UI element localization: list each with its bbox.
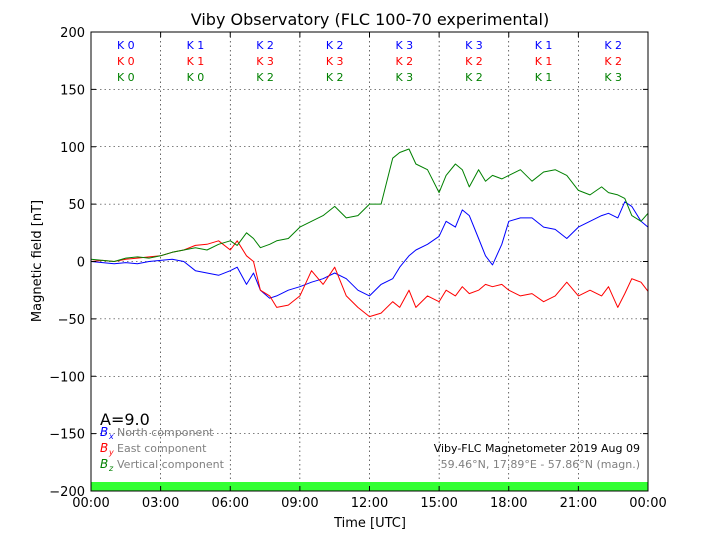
y-tick-label: 0 [77,256,85,271]
k-index-label: K 2 [256,39,274,52]
k-index-label: K 3 [326,55,344,68]
k-index-label: K 2 [256,71,274,84]
k-index-label: K 2 [465,71,483,84]
x-axis-label: Time [UTC] [333,516,406,531]
x-axis-ticks: 00:00 03:00 06:00 09:00 12:00 15:00 18:00 21:00… [72,32,667,511]
y-axis-label: Magnetic field [nT] [30,200,45,322]
y-tick-label: 200 [60,26,85,41]
k-index-label: K 2 [604,39,622,52]
series-line [90,148,649,262]
legend-label: North component [117,426,214,439]
legend-label: Vertical component [117,458,225,471]
legend-label: East component [117,442,207,455]
k-index-label: K 1 [535,55,553,68]
y-tick-label: −150 [49,428,85,443]
k-index-label: K 0 [117,55,135,68]
y-axis-ticks: 200 150 100 50 0 −50 −100 −150 −200 [49,26,648,500]
x-tick-label: 18:00 [490,496,527,511]
legend-symbol: B [100,425,108,439]
annotation-line-2: 59.46°N, 17.89°E - 57.86°N (magn.) [441,458,640,471]
y-tick-label: −200 [49,485,85,500]
legend-symbol: B [100,457,108,471]
k-index-label: K 3 [256,55,274,68]
k-index-label: K 3 [604,71,622,84]
legend-subscript: x [108,432,114,441]
k-index-label: K 2 [395,55,413,68]
series-line [90,240,649,318]
legend-subscript: y [108,448,114,457]
x-tick-label: 06:00 [212,496,249,511]
k-index-rows: K 0 K 1 K 2 K 2 K 3 K 3 K 1 K 2 K 0 K 1 K 3 K 3 K 2 K… [117,39,622,84]
y-tick-label: 50 [68,198,85,213]
annotation-line-1: Viby-FLC Magnetometer 2019 Aug 09 [434,442,640,455]
k-index-label: K 3 [465,39,483,52]
y-tick-label: −100 [49,370,85,385]
k-index-label: K 3 [395,39,413,52]
k-index-label: K 1 [187,39,205,52]
x-tick-label: 15:00 [420,496,457,511]
legend-subscript: z [108,464,114,473]
y-tick-label: 150 [60,83,85,98]
chart-title: Viby Observatory (FLC 100-70 experimenta… [191,10,550,29]
y-tick-label: 100 [60,141,85,156]
legend-symbol: B [100,441,108,455]
k-index-label: K 2 [465,55,483,68]
k-index-label: K 1 [535,71,553,84]
a-index-label: A=9.0 [100,410,150,429]
series-line [90,201,649,299]
k-index-label: K 2 [326,71,344,84]
k-index-label: K 2 [326,39,344,52]
x-tick-label: 03:00 [142,496,179,511]
x-tick-label: 09:00 [281,496,318,511]
x-tick-label: 12:00 [351,496,388,511]
x-tick-label: 00:00 [629,496,666,511]
x-tick-label: 21:00 [560,496,597,511]
k-index-label: K 0 [117,39,135,52]
y-tick-label: −50 [58,313,85,328]
k-index-label: K 2 [604,55,622,68]
k-index-label: K 3 [395,71,413,84]
k-index-label: K 1 [535,39,553,52]
data-series [90,148,649,318]
k-index-label: K 0 [117,71,135,84]
k-index-label: K 1 [187,55,205,68]
grid-lines [91,32,648,491]
x-tick-label: 00:00 [72,496,109,511]
k-index-label: K 0 [187,71,205,84]
